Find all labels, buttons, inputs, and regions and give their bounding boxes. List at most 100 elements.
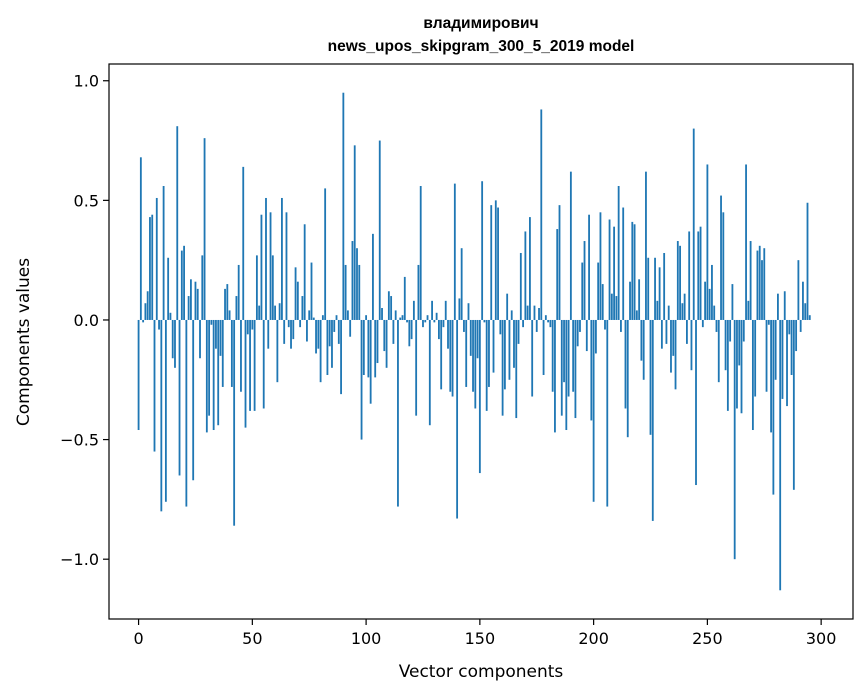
bar-267 [745, 164, 747, 320]
bar-157 [494, 200, 497, 320]
bar-64 [283, 319, 286, 344]
x-axis-ticks: 0 50 100 150 200 250 300 [133, 619, 836, 648]
bar-284 [783, 291, 786, 320]
bar-277 [767, 319, 770, 325]
bar-279 [772, 319, 775, 495]
bar-43 [235, 296, 238, 320]
bar-135 [444, 300, 447, 320]
x-tick-label: 0 [133, 629, 143, 648]
bar-189 [567, 319, 570, 397]
bar-116 [401, 315, 404, 320]
bar-94 [351, 241, 354, 320]
bar-51 [253, 319, 256, 411]
bar-35 [217, 319, 220, 426]
bar-28 [201, 255, 204, 320]
bar-232 [665, 319, 668, 344]
bar-216 [629, 281, 631, 320]
bar-18 [178, 319, 181, 476]
bar-45 [240, 319, 242, 392]
bar-261 [731, 284, 734, 320]
bar-203 [599, 212, 602, 320]
bar-160 [501, 319, 504, 416]
bar-192 [574, 319, 577, 419]
bar-274 [761, 260, 763, 320]
bar-151 [481, 181, 484, 320]
bar-33 [212, 319, 215, 431]
bar-114 [397, 319, 399, 507]
bar-97 [358, 264, 361, 320]
bar-263 [736, 319, 738, 409]
bar-268 [747, 300, 750, 320]
bar-169 [522, 319, 524, 328]
bar-42 [233, 319, 236, 526]
bar-293 [804, 303, 807, 320]
bar-206 [606, 319, 609, 507]
bar-133 [440, 319, 443, 390]
bar-174 [533, 305, 536, 320]
bar-226 [651, 319, 654, 521]
bar-39 [226, 284, 229, 320]
bar-288 [792, 319, 795, 490]
bar-146 [469, 319, 472, 356]
bar-46 [242, 166, 245, 320]
bar-228 [656, 300, 659, 320]
bar-255 [717, 319, 720, 383]
bar-132 [438, 319, 440, 340]
bar-191 [572, 319, 575, 392]
bar-110 [387, 291, 390, 320]
bar-145 [467, 303, 470, 320]
bar-25 [194, 281, 197, 320]
bar-282 [779, 319, 782, 591]
bar-260 [729, 319, 732, 342]
bar-156 [492, 319, 495, 373]
bar-125 [422, 319, 424, 328]
bar-61 [276, 319, 279, 383]
bar-4 [146, 291, 149, 320]
bar-2 [142, 319, 145, 323]
bar-231 [663, 252, 666, 320]
bar-54 [260, 214, 263, 320]
bar-292 [802, 281, 804, 320]
bar-159 [499, 319, 502, 335]
bar-143 [463, 319, 465, 332]
y-axis-label: Components values [14, 258, 34, 426]
bar-44 [237, 264, 240, 320]
bar-117 [403, 276, 406, 320]
bar-78 [315, 319, 317, 354]
bar-80 [319, 319, 322, 383]
bar-20 [183, 245, 185, 320]
bar-37 [221, 319, 224, 387]
bar-41 [230, 319, 233, 387]
bar-63 [281, 197, 283, 320]
bar-77 [312, 317, 315, 320]
x-tick-label: 250 [692, 629, 723, 648]
bar-109 [385, 319, 388, 368]
bar-102 [369, 319, 372, 404]
bar-67 [290, 319, 292, 349]
bar-256 [720, 195, 722, 320]
bar-30 [205, 319, 208, 433]
bar-235 [672, 319, 675, 356]
bar-113 [394, 310, 397, 320]
bar-257 [722, 212, 725, 320]
bar-120 [410, 319, 413, 340]
bar-166 [515, 319, 518, 419]
bar-68 [292, 319, 295, 340]
bar-272 [756, 250, 759, 320]
bar-81 [321, 315, 324, 320]
bar-220 [638, 279, 641, 320]
bar-93 [349, 319, 352, 337]
bar-219 [635, 310, 638, 320]
bar-1 [139, 157, 142, 320]
bar-23 [190, 279, 192, 320]
bar-209 [613, 226, 616, 320]
bar-13 [167, 257, 170, 320]
bar-181 [549, 319, 552, 328]
bar-177 [540, 109, 543, 320]
bar-127 [426, 315, 429, 320]
bar-237 [676, 241, 679, 320]
bar-92 [346, 310, 349, 320]
bar-229 [658, 267, 661, 320]
bar-56 [265, 197, 267, 320]
